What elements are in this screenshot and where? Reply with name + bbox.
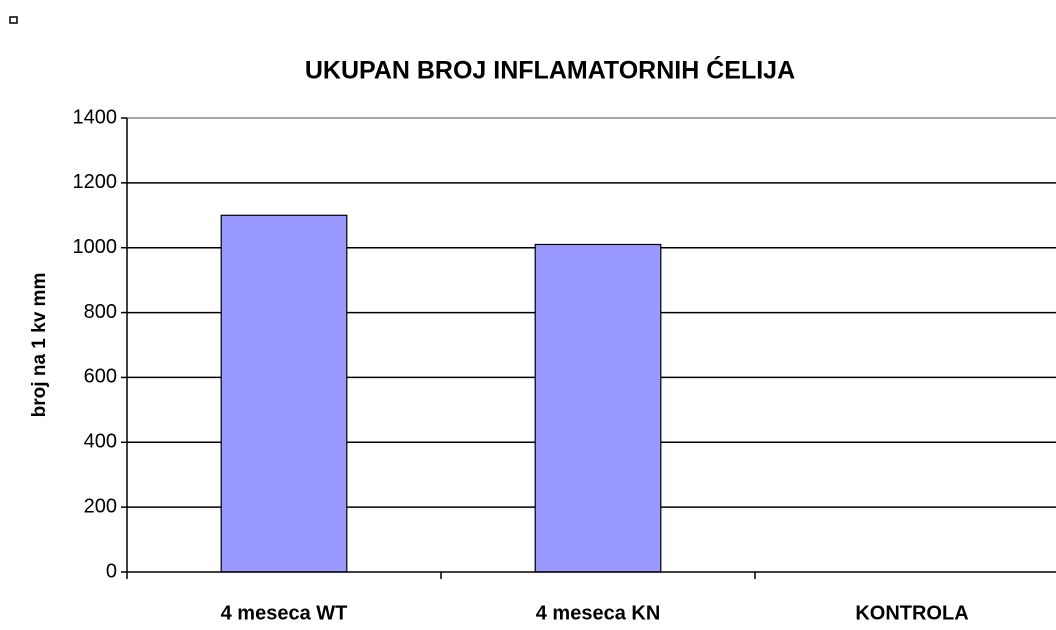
x-tick-label: 4 meseca KN [536, 602, 661, 624]
y-tick-label: 400 [84, 431, 117, 453]
y-tick-label: 200 [84, 495, 117, 517]
y-axis-label: broj na 1 kv mm [29, 273, 50, 418]
y-tick-label: 800 [84, 301, 117, 323]
x-tick-label: 4 meseca WT [221, 602, 348, 624]
y-tick-label: 1400 [73, 106, 118, 128]
y-tick-label: 600 [84, 366, 117, 388]
y-tick-label: 0 [106, 560, 117, 582]
bar [220, 214, 348, 573]
chart-title: UKUPAN BROJ INFLAMATORNIH ĆELIJA [305, 55, 795, 85]
y-tick-label: 1000 [73, 236, 118, 258]
bar [534, 243, 662, 573]
corner-marker [9, 16, 18, 24]
x-tick-label: KONTROLA [855, 602, 968, 624]
y-tick-label: 1200 [73, 171, 118, 193]
